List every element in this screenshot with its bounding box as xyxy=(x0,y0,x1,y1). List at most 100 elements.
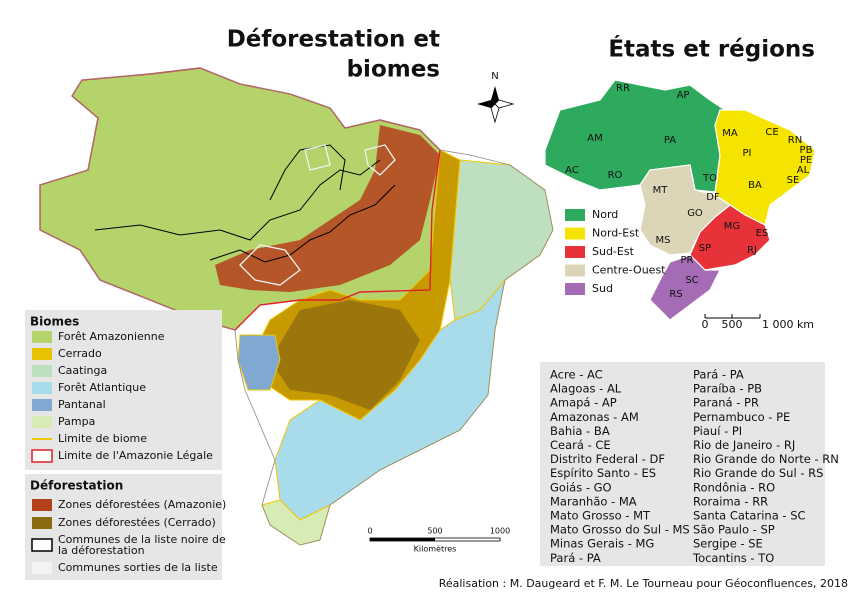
state-code: MS xyxy=(656,235,671,246)
legend-label: Forêt Amazonienne xyxy=(58,330,165,343)
state-code: MT xyxy=(653,185,669,196)
state-name: Roraima - RR xyxy=(693,494,768,508)
state-name: Amazonas - AM xyxy=(550,410,639,424)
legend-swatch xyxy=(32,517,52,529)
legend-label: Nord-Est xyxy=(592,227,640,240)
state-code: CE xyxy=(765,127,778,138)
state-code: MA xyxy=(722,128,738,139)
state-code: PR xyxy=(681,255,694,266)
state-code: MG xyxy=(724,221,740,232)
compass-rose xyxy=(477,86,515,124)
legend-label: Communes sorties de la liste xyxy=(58,561,218,574)
state-code: AL xyxy=(797,165,810,176)
legend-swatch xyxy=(565,227,585,240)
legend-label: Zones déforestées (Cerrado) xyxy=(58,516,216,529)
compass-arrow xyxy=(494,99,515,109)
scale-bar xyxy=(370,538,435,541)
amazon-deforested xyxy=(215,125,440,292)
commune-border xyxy=(239,244,301,286)
legend-label: Limite de biome xyxy=(58,432,147,445)
state-name: Bahia - BA xyxy=(550,424,610,438)
legend-swatch xyxy=(565,246,585,258)
legend-swatch xyxy=(565,209,585,221)
state-code: PE xyxy=(800,155,812,166)
state-code: GO xyxy=(687,208,703,219)
state-code: AP xyxy=(677,90,690,101)
brazil-outline xyxy=(39,67,554,546)
compass-label: N xyxy=(491,71,498,82)
state-name: Tocantins - TO xyxy=(692,551,774,565)
state-name: Piauí - PI xyxy=(693,424,742,438)
state-name: Rio Grande do Norte - RN xyxy=(693,452,839,466)
scale-label: 500 xyxy=(722,318,743,331)
state-name: Espírito Santo - ES xyxy=(550,466,656,480)
state-code: SE xyxy=(787,175,800,186)
legend-title: Déforestation xyxy=(30,479,123,493)
legend-swatch xyxy=(32,382,52,394)
legend-label: Caatinga xyxy=(58,364,107,377)
scale-label: 1000 xyxy=(490,527,510,536)
state-code: AM xyxy=(587,133,602,144)
commune-border xyxy=(364,144,396,176)
state-code: DF xyxy=(706,192,720,203)
state-code: AC xyxy=(565,165,579,176)
scale-label: 1 000 km xyxy=(762,318,814,331)
state-name: Paraíba - PB xyxy=(693,382,762,396)
legend-swatch xyxy=(32,562,52,574)
scale-label: 0 xyxy=(702,318,709,331)
region-shape xyxy=(639,164,732,256)
state-name: Mato Grosso - MT xyxy=(550,509,651,523)
legend-label: Pantanal xyxy=(58,398,106,411)
state-code: SC xyxy=(685,275,698,286)
removed-communes xyxy=(239,144,396,286)
state-name: Ceará - CE xyxy=(550,438,611,452)
legend-swatch xyxy=(32,331,52,343)
state-code: PA xyxy=(664,135,676,146)
state-list-box xyxy=(540,362,825,566)
legend-label: Communes de la liste noire de xyxy=(58,533,226,546)
credit: Réalisation : M. Daugeard et F. M. Le To… xyxy=(439,577,848,590)
state-name: Distrito Federal - DF xyxy=(550,452,665,466)
legend-label: Forêt Atlantique xyxy=(58,381,146,394)
legend-title: Biomes xyxy=(30,315,79,329)
region-shape xyxy=(714,109,816,226)
scale-label: 0 xyxy=(367,527,372,536)
map-title: biomes xyxy=(347,57,440,83)
legend-swatch xyxy=(565,283,585,295)
legend-swatch xyxy=(32,399,52,411)
legend-label: Sud-Est xyxy=(592,245,635,258)
map-title: Déforestation et xyxy=(227,27,440,53)
state-name: Minas Gerais - MG xyxy=(550,537,654,551)
state-name: Alagoas - AL xyxy=(550,382,622,396)
state-code: PI xyxy=(743,148,752,159)
state-name: São Paulo - SP xyxy=(693,523,775,537)
compass-arrow xyxy=(477,100,495,108)
state-name: Pará - PA xyxy=(693,368,744,382)
legend-swatch xyxy=(565,264,585,277)
state-name: Rondônia - RO xyxy=(693,480,775,494)
state-code: RJ xyxy=(747,245,757,256)
biomes-legend-box xyxy=(25,310,222,470)
legend-swatch xyxy=(32,365,52,377)
legend-label: la déforestation xyxy=(58,544,145,557)
scale-unit: Kilomètres xyxy=(414,544,457,554)
regions-title: États et régions xyxy=(608,35,815,63)
state-code: RS xyxy=(669,289,682,300)
legend-swatch xyxy=(31,449,53,463)
state-code: PB xyxy=(800,145,813,156)
legend-label: Cerrado xyxy=(58,347,102,360)
state-name: Pernambuco - PE xyxy=(693,410,790,424)
legend-label: Sud xyxy=(592,282,613,295)
state-code: ES xyxy=(756,228,769,239)
state-name: Paraná - PR xyxy=(693,396,759,410)
state-name: Maranhão - MA xyxy=(550,494,637,508)
commune-border xyxy=(209,184,396,263)
state-name: Sergipe - SE xyxy=(693,537,763,551)
legend-swatch xyxy=(32,348,52,360)
state-name: Acre - AC xyxy=(550,368,603,382)
commune-border xyxy=(304,144,331,171)
state-code: TO xyxy=(702,173,717,184)
